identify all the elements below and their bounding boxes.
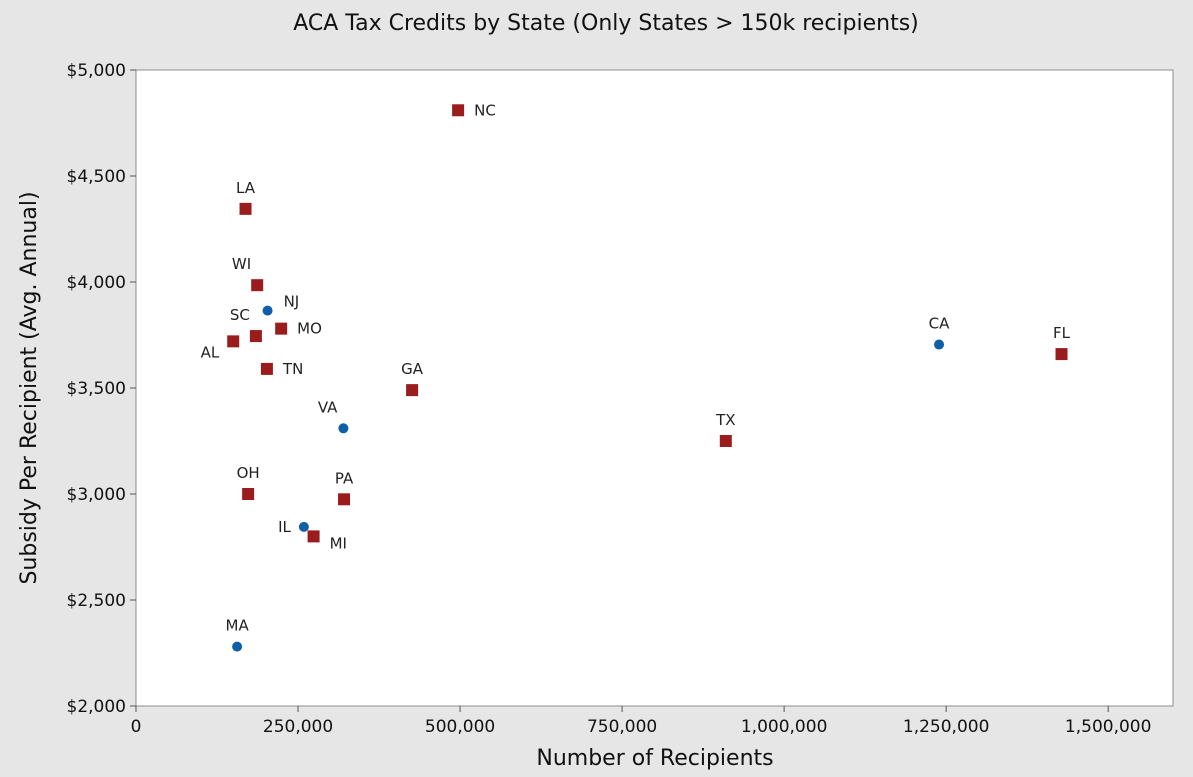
point-mo — [275, 322, 288, 335]
point-label-la: LA — [236, 179, 256, 197]
point-tn — [260, 362, 273, 375]
point-label-sc: SC — [230, 306, 250, 324]
point-label-al: AL — [201, 343, 220, 361]
point-label-tn: TN — [282, 360, 303, 378]
point-tx — [719, 435, 732, 447]
x-tick-label: 1,500,000 — [1065, 717, 1152, 737]
y-tick-label: $4,000 — [67, 273, 126, 293]
x-tick-label: 1,000,000 — [741, 717, 828, 737]
plot-area — [135, 69, 1174, 707]
point-fl — [1055, 348, 1068, 361]
point-label-va: VA — [318, 398, 338, 416]
y-tick-label: $4,500 — [67, 167, 126, 187]
point-ga — [406, 384, 419, 397]
chart-title: ACA Tax Credits by State (Only States > … — [293, 11, 919, 36]
point-pa — [338, 493, 351, 506]
point-wi — [251, 279, 264, 292]
point-ma — [232, 641, 243, 652]
point-label-wi: WI — [232, 255, 251, 273]
point-va — [338, 423, 349, 434]
point-label-nj: NJ — [284, 293, 300, 311]
x-axis-label: Number of Recipients — [536, 746, 773, 771]
point-label-ca: CA — [929, 315, 950, 333]
point-label-mo: MO — [297, 320, 322, 338]
y-tick-label: $5,000 — [67, 61, 126, 81]
point-il — [298, 521, 309, 532]
point-mi — [307, 530, 320, 543]
x-tick-label: 1,250,000 — [903, 717, 990, 737]
point-nj — [262, 305, 273, 316]
point-la — [239, 202, 252, 215]
y-tick-label: $3,000 — [67, 485, 126, 505]
y-tick-label: $3,500 — [67, 379, 126, 399]
point-label-ma: MA — [226, 617, 250, 635]
data-points — [227, 104, 1068, 652]
y-tick-label: $2,000 — [67, 697, 126, 717]
point-label-nc: NC — [474, 101, 496, 119]
x-tick-label: 750,000 — [587, 717, 657, 737]
y-tick-label: $2,500 — [67, 591, 126, 611]
x-tick-label: 500,000 — [425, 717, 495, 737]
point-sc — [249, 330, 262, 343]
y-axis-label: Subsidy Per Recipient (Avg. Annual) — [17, 191, 42, 584]
data-labels: NC LA WI NJ MO SC AL TN GA VA OH PA IL MI MA TX CA FL — [201, 101, 1071, 634]
point-label-il: IL — [278, 518, 291, 536]
point-nc — [452, 104, 465, 117]
point-ca — [934, 339, 945, 350]
point-label-pa: PA — [335, 469, 354, 487]
x-axis: 0 250,000 500,000 750,000 1,000,000 1,250,000… — [131, 706, 1152, 737]
point-label-tx: TX — [715, 411, 735, 429]
point-al — [227, 335, 240, 348]
x-tick-label: 0 — [131, 717, 142, 737]
y-axis: $2,000 $2,500 $3,000 $3,500 $4,000 $4,500 $5,0… — [67, 61, 136, 717]
x-tick-label: 250,000 — [263, 717, 333, 737]
point-label-oh: OH — [237, 464, 260, 482]
point-oh — [242, 488, 255, 500]
point-label-fl: FL — [1053, 324, 1071, 342]
point-label-ga: GA — [401, 360, 424, 378]
point-label-mi: MI — [330, 534, 347, 552]
